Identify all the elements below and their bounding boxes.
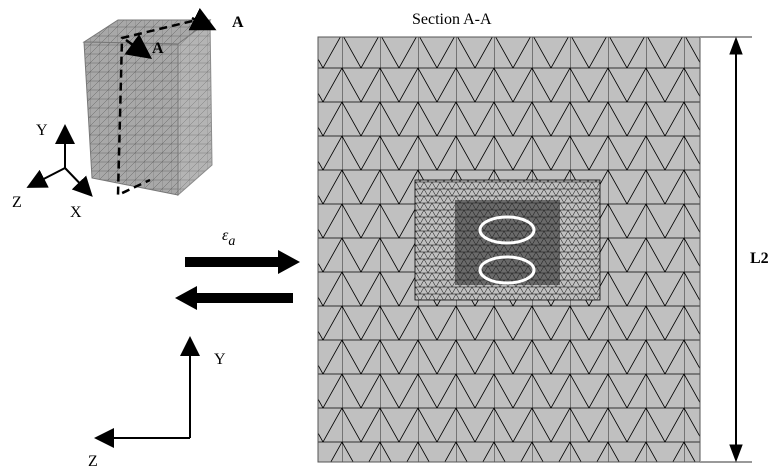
section-title: Section A-A <box>412 11 492 28</box>
section-marker: A <box>152 40 164 57</box>
axis-label: Z <box>88 453 98 468</box>
section-marker: A <box>232 14 244 31</box>
cube: A A <box>84 14 244 195</box>
arrow-right <box>185 250 300 274</box>
axis-label: Y <box>36 122 48 139</box>
global-axes <box>98 340 190 438</box>
strain-label: εa <box>222 227 235 249</box>
figure: A A Y Z X εa Y Z Section A-A L2 <box>0 0 776 468</box>
dimension-line <box>700 37 752 462</box>
axis-label: Z <box>12 194 22 211</box>
axis-label: X <box>70 204 82 221</box>
arrow-left <box>175 286 293 310</box>
dimension-label: L2 <box>750 250 769 267</box>
axis-label: Y <box>214 351 226 368</box>
strain-subscript: a <box>228 234 235 249</box>
page: {"section_title":"Section A-A","section_… <box>0 0 776 468</box>
